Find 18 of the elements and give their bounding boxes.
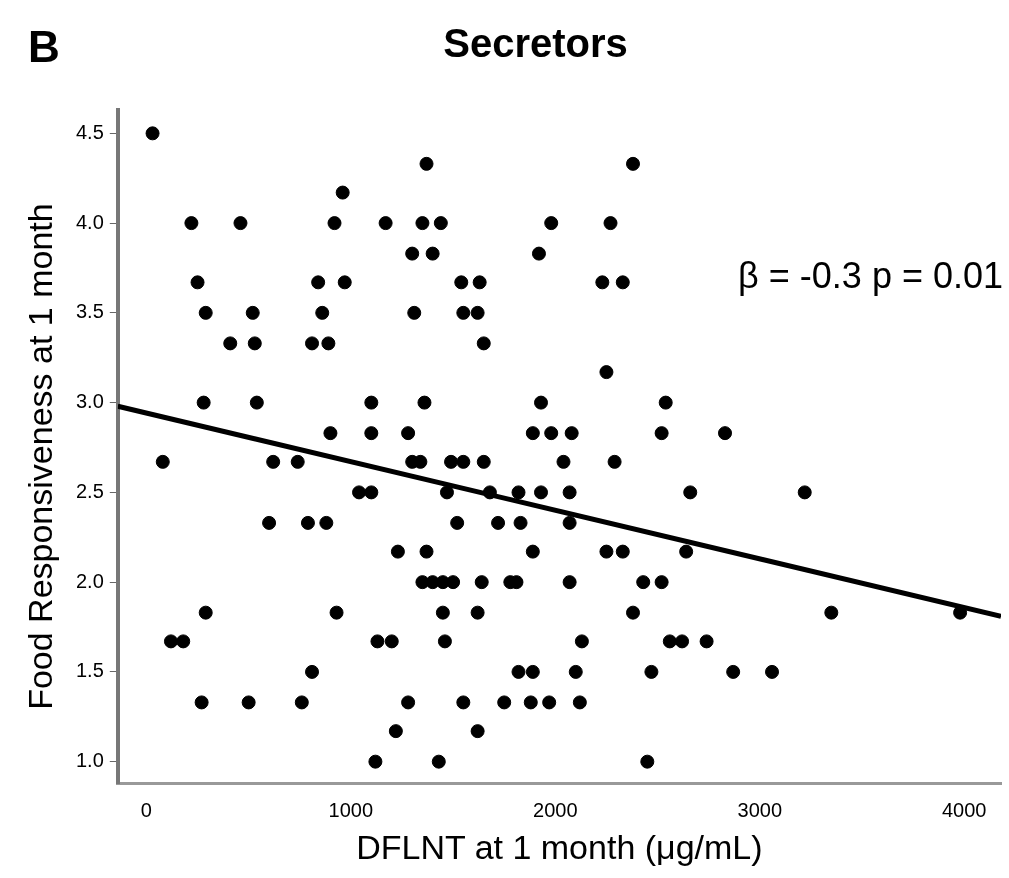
- y-tick-label: 2.0: [75, 569, 104, 592]
- x-tick-label: 0: [140, 798, 152, 821]
- y-axis-title: Food Responsiveness at 1 month: [21, 203, 59, 710]
- y-tick-label: 3.0: [75, 390, 104, 413]
- y-tick-label: 4.5: [75, 120, 104, 143]
- chart-title: Secretors: [443, 21, 628, 66]
- annotation: β = -0.3 p = 0.01: [738, 255, 1003, 297]
- y-tick-label: 3.5: [75, 300, 104, 323]
- x-tick-label: 2000: [533, 798, 578, 821]
- y-tick-label: 4.0: [75, 210, 104, 233]
- x-tick-label: 3000: [737, 798, 783, 821]
- text: B: [28, 22, 60, 71]
- x-tick-label: 1000: [328, 798, 374, 821]
- y-tick-label: 2.5: [75, 479, 104, 502]
- y-tick-label: 1.5: [75, 659, 104, 682]
- x-tick-label: 4000: [941, 798, 987, 821]
- y-tick-label: 1.0: [75, 749, 104, 772]
- x-axis-title: DFLNT at 1 month (μg/mL): [356, 827, 763, 866]
